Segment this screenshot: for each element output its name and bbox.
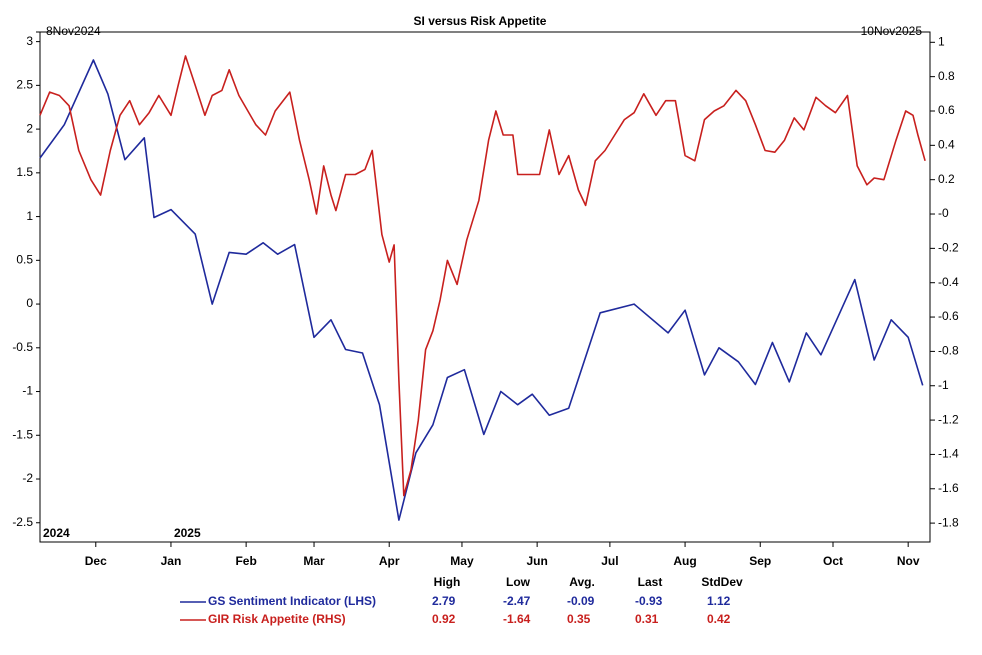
x-tick-label: Jan <box>161 554 182 568</box>
y2-tick-label: -1.6 <box>938 481 959 495</box>
stats-value: -0.93 <box>635 594 663 608</box>
x-tick-label: Sep <box>749 554 771 568</box>
stats-header: High <box>434 575 461 589</box>
x-tick-label: May <box>450 554 474 568</box>
y2-tick-label: -0 <box>938 206 949 220</box>
stats-header: StdDev <box>701 575 743 589</box>
stats-value: -1.64 <box>503 612 531 626</box>
x-tick-label: Jul <box>601 554 618 568</box>
x-tick-label: Apr <box>379 554 400 568</box>
y2-tick-label: -1.4 <box>938 447 959 461</box>
y-tick-label: -2.5 <box>12 515 33 529</box>
y-tick-label: -1.5 <box>12 427 33 441</box>
stats-value: 2.79 <box>432 594 456 608</box>
x-tick-label: Mar <box>303 554 325 568</box>
year-label: 2025 <box>174 526 201 540</box>
stats-header: Avg. <box>569 575 595 589</box>
series-line <box>39 59 924 521</box>
y2-tick-label: -0.6 <box>938 309 959 323</box>
y2-tick-label: 0.6 <box>938 103 955 117</box>
stats-value: 1.12 <box>707 594 731 608</box>
y-tick-label: 1.5 <box>16 165 33 179</box>
stats-value: 0.31 <box>635 612 659 626</box>
stats-value: 0.92 <box>432 612 456 626</box>
stats-header: Last <box>638 575 663 589</box>
x-tick-label: Feb <box>235 554 256 568</box>
stats-header: Low <box>506 575 531 589</box>
y2-tick-label: -1 <box>938 378 949 392</box>
x-tick-label: Jun <box>526 554 547 568</box>
x-tick-label: Nov <box>897 554 920 568</box>
y2-tick-label: -1.8 <box>938 515 959 529</box>
y2-tick-label: -0.8 <box>938 344 959 358</box>
y-tick-label: 0 <box>26 296 33 310</box>
legend-label: GIR Risk Appetite (RHS) <box>208 612 346 626</box>
stats-value: 0.35 <box>567 612 591 626</box>
y-tick-label: -0.5 <box>12 340 33 354</box>
y-tick-label: 1 <box>26 209 33 223</box>
legend-label: GS Sentiment Indicator (LHS) <box>208 594 376 608</box>
y-tick-label: 2.5 <box>16 78 33 92</box>
y-tick-label: 2 <box>26 121 33 135</box>
y2-tick-label: -1.2 <box>938 412 959 426</box>
x-tick-label: Oct <box>823 554 843 568</box>
y-tick-label: -1 <box>22 384 33 398</box>
stats-value: -0.09 <box>567 594 595 608</box>
stats-value: 0.42 <box>707 612 731 626</box>
year-label: 2024 <box>43 526 70 540</box>
plot-frame <box>39 31 931 543</box>
y-tick-label: 0.5 <box>16 252 33 266</box>
y2-tick-label: 1 <box>938 34 945 48</box>
y-tick-label: -2 <box>22 471 33 485</box>
y2-tick-label: -0.4 <box>938 275 959 289</box>
y2-tick-label: 0.8 <box>938 69 955 83</box>
y2-tick-label: -0.2 <box>938 241 959 255</box>
x-tick-label: Dec <box>85 554 107 568</box>
x-tick-label: Aug <box>673 554 696 568</box>
start-date-label: 8Nov2024 <box>46 24 101 38</box>
chart-title: SI versus Risk Appetite <box>414 14 547 28</box>
y2-tick-label: 0.2 <box>938 172 955 186</box>
y2-tick-label: 0.4 <box>938 138 955 152</box>
y-tick-label: 3 <box>26 34 33 48</box>
series-line <box>39 55 926 497</box>
end-date-label: 10Nov2025 <box>861 24 923 38</box>
stats-value: -2.47 <box>503 594 531 608</box>
